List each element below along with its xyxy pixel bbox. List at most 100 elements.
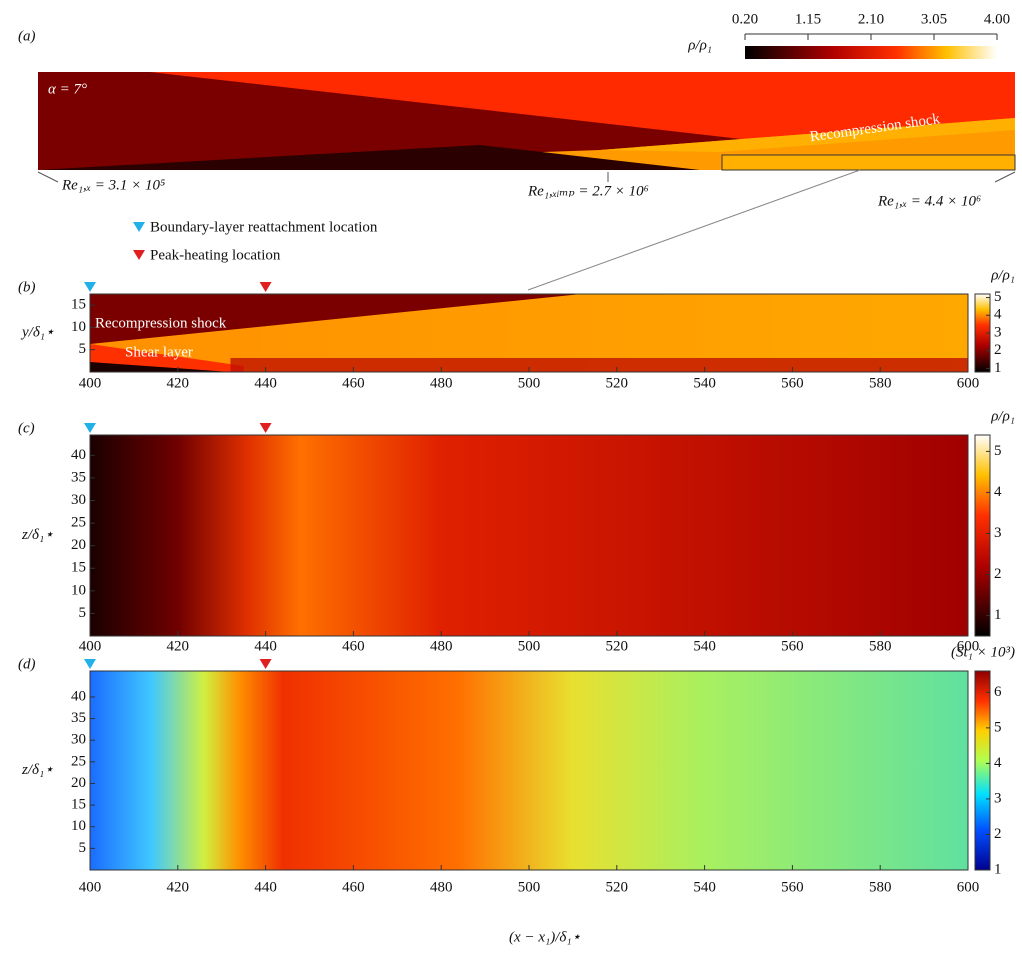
colorbar-tick-label: 5 <box>994 289 1002 305</box>
colorbar-tick-label: 1 <box>994 607 1002 623</box>
x-tick-label: 480 <box>430 375 453 391</box>
x-tick-label: 400 <box>79 638 102 654</box>
x-tick-label: 500 <box>518 375 541 391</box>
location-marker <box>259 659 272 669</box>
colorbar-tick-label: 4 <box>994 307 1002 323</box>
colorbar-tick-label: 4 <box>994 484 1002 500</box>
re-label: Re₁,ₓ = 3.1 × 10⁵ <box>61 177 165 193</box>
x-tick-label: 440 <box>254 375 277 391</box>
re-label: Re₁,ₓ = 4.4 × 10⁶ <box>877 193 981 209</box>
colorbar-tick-label: 4.00 <box>984 11 1010 27</box>
panel-label: (c) <box>18 420 35 436</box>
x-tick-label: 520 <box>606 375 629 391</box>
colorbar-label: (St₁ × 10³) <box>951 644 1015 660</box>
x-tick-label: 420 <box>167 375 190 391</box>
colorbar-tick-label: 4 <box>994 755 1002 771</box>
colorbar <box>745 46 997 59</box>
field-region <box>90 294 582 344</box>
colorbar-tick-label: 3 <box>994 525 1002 541</box>
colorbar-tick-label: 1 <box>994 360 1002 376</box>
y-tick-label: 15 <box>71 560 86 576</box>
x-tick-label: 600 <box>957 638 980 654</box>
location-marker <box>84 282 96 292</box>
colorbar-tick-label: 3 <box>994 790 1002 806</box>
location-marker <box>84 423 96 433</box>
colorbar-tick-label: 2 <box>994 566 1002 582</box>
colorbar-tick-label: 1 <box>994 861 1002 877</box>
y-tick-label: 10 <box>71 582 86 598</box>
y-tick-label: 30 <box>71 732 86 748</box>
x-tick-label: 400 <box>79 375 102 391</box>
y-tick-label: 40 <box>71 447 86 463</box>
y-tick-label: 5 <box>79 840 87 856</box>
x-tick-label: 580 <box>869 375 892 391</box>
panel-label: (b) <box>18 279 36 295</box>
x-tick-label: 440 <box>254 879 277 895</box>
colorbar-label: ρ/ρ₁ <box>990 408 1015 424</box>
x-tick-label: 460 <box>342 638 365 654</box>
x-tick-label: 560 <box>781 375 804 391</box>
x-tick-label: 600 <box>957 375 980 391</box>
x-tick-label: 540 <box>693 638 716 654</box>
field-region <box>90 362 231 372</box>
colorbar <box>974 670 991 871</box>
x-tick-label: 500 <box>518 879 541 895</box>
colorbar-label: ρ/ρ₁ <box>990 267 1015 283</box>
field <box>90 671 968 870</box>
x-tick-label: 540 <box>693 879 716 895</box>
y-tick-label: 10 <box>71 818 86 834</box>
x-tick-label: 460 <box>342 375 365 391</box>
x-tick-label: 540 <box>693 375 716 391</box>
legend-label: Boundary-layer reattachment location <box>150 219 378 235</box>
field <box>90 435 968 636</box>
y-axis-label: y/δ₁⋆ <box>20 324 54 340</box>
y-tick-label: 35 <box>71 469 86 485</box>
y-tick-label: 10 <box>71 319 86 335</box>
y-tick-label: 25 <box>71 515 86 531</box>
x-tick-label: 460 <box>342 879 365 895</box>
colorbar-tick-label: 5 <box>994 719 1002 735</box>
x-tick-label: 400 <box>79 879 102 895</box>
zoom-line <box>527 169 861 291</box>
y-tick-label: 25 <box>71 753 86 769</box>
x-tick-label: 560 <box>781 879 804 895</box>
x-tick-label: 420 <box>167 879 190 895</box>
panel-label: (d) <box>18 656 36 672</box>
field-region <box>230 358 969 372</box>
x-tick-label: 480 <box>430 879 453 895</box>
re-label: Re₁,ₓᵢₘₚ = 2.7 × 10⁶ <box>527 183 649 199</box>
x-tick-label: 580 <box>869 879 892 895</box>
y-axis-label: z/δ₁⋆ <box>21 762 54 778</box>
x-tick-label: 480 <box>430 638 453 654</box>
x-tick-label: 560 <box>781 638 804 654</box>
colorbar-tick-label: 2.10 <box>858 11 884 27</box>
location-marker <box>259 423 272 433</box>
colorbar <box>974 434 991 637</box>
legend-marker <box>133 222 145 232</box>
x-tick-label: 440 <box>254 638 277 654</box>
colorbar-tick-label: 6 <box>994 684 1002 700</box>
y-tick-label: 40 <box>71 688 86 704</box>
panel-label: (a) <box>18 28 36 44</box>
colorbar-tick-label: 3.05 <box>921 11 947 27</box>
location-marker <box>259 282 272 292</box>
pointer <box>994 171 1016 183</box>
annotation: Shear layer <box>125 344 193 360</box>
colorbar-label: ρ/ρ₁ <box>687 37 712 53</box>
angle-label: α = 7° <box>48 81 87 97</box>
x-tick-label: 600 <box>957 879 980 895</box>
y-tick-label: 15 <box>71 797 86 813</box>
colorbar-tick-label: 5 <box>994 443 1002 459</box>
y-tick-label: 15 <box>71 297 86 313</box>
location-marker <box>84 659 96 669</box>
y-tick-label: 20 <box>71 775 86 791</box>
panel-a-field <box>38 72 1016 171</box>
colorbar-tick-label: 2 <box>994 342 1002 358</box>
colorbar-tick-label: 3 <box>994 324 1002 340</box>
x-axis-label: (x − x₁)/δ₁⋆ <box>509 929 581 945</box>
y-tick-label: 20 <box>71 537 86 553</box>
colorbar-tick-label: 1.15 <box>795 11 821 27</box>
x-tick-label: 520 <box>606 638 629 654</box>
